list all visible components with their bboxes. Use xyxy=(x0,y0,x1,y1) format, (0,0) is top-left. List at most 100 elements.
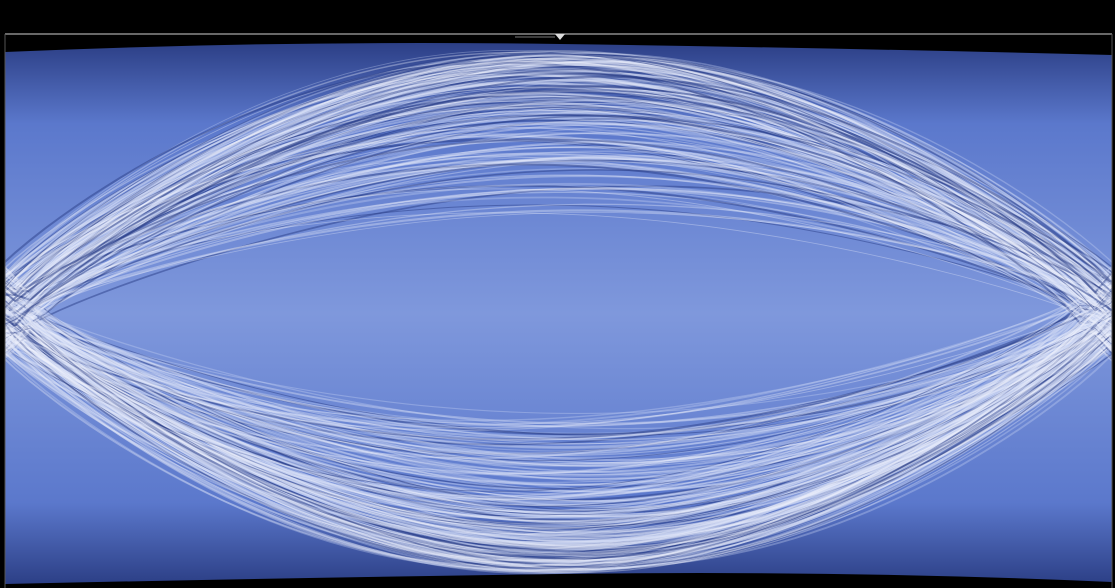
trace xyxy=(5,325,1112,549)
trace-group xyxy=(5,49,1112,575)
trace xyxy=(5,56,1112,311)
trace xyxy=(5,159,1112,319)
trace xyxy=(5,60,1112,325)
trace xyxy=(5,307,1112,445)
trace xyxy=(5,212,1112,315)
trace xyxy=(5,325,1112,567)
trace xyxy=(5,312,1112,517)
trace xyxy=(5,313,1112,452)
trace xyxy=(5,123,1112,325)
trace xyxy=(5,319,1112,502)
trace xyxy=(5,305,1112,535)
trace xyxy=(5,72,1112,309)
trace xyxy=(5,304,1112,467)
trace xyxy=(5,296,1112,422)
trace xyxy=(5,71,1112,302)
trace xyxy=(5,60,1112,313)
trace xyxy=(5,311,1112,571)
trace xyxy=(5,316,1112,523)
trace xyxy=(5,312,1112,535)
trace xyxy=(5,304,1112,475)
trace xyxy=(5,308,1112,538)
trace xyxy=(5,317,1112,448)
trace xyxy=(5,299,1112,502)
trace xyxy=(5,309,1112,571)
trace xyxy=(5,316,1112,562)
trace xyxy=(5,300,1112,462)
trace xyxy=(5,182,1112,313)
trace xyxy=(5,299,1112,516)
trace xyxy=(5,174,1112,311)
trace xyxy=(5,322,1112,530)
trace xyxy=(5,298,1112,497)
trace xyxy=(5,318,1112,511)
trace xyxy=(5,86,1112,320)
trace xyxy=(5,299,1112,519)
trace xyxy=(5,315,1112,514)
trace xyxy=(5,161,1112,313)
trace xyxy=(5,297,1112,459)
trace xyxy=(5,319,1112,574)
trace xyxy=(5,304,1112,557)
trace xyxy=(5,105,1112,308)
trace xyxy=(5,312,1112,414)
trace xyxy=(5,296,1112,498)
trace xyxy=(5,301,1112,548)
trace xyxy=(5,319,1112,555)
trace xyxy=(5,316,1112,445)
trace xyxy=(5,113,1112,302)
trace xyxy=(5,300,1112,474)
trace xyxy=(5,321,1112,546)
trace xyxy=(5,67,1112,316)
trace xyxy=(5,75,1112,327)
trace xyxy=(5,94,1112,317)
trace xyxy=(5,314,1112,461)
trace xyxy=(5,311,1112,537)
trace xyxy=(5,159,1112,317)
trace xyxy=(5,187,1112,317)
trace xyxy=(5,308,1112,543)
trace xyxy=(5,188,1112,313)
trace xyxy=(5,61,1112,325)
trace xyxy=(5,204,1112,314)
trace xyxy=(5,302,1112,568)
trace xyxy=(5,314,1112,555)
trace xyxy=(5,74,1112,309)
trace xyxy=(5,52,1112,312)
trace xyxy=(5,108,1112,324)
trace xyxy=(5,300,1112,573)
trace xyxy=(5,312,1112,506)
trace xyxy=(5,116,1112,321)
trace xyxy=(5,73,1112,322)
trace xyxy=(5,297,1112,500)
trace xyxy=(5,321,1112,572)
trace xyxy=(5,321,1112,513)
trace xyxy=(5,299,1112,568)
trace xyxy=(5,319,1112,497)
trace xyxy=(5,133,1112,323)
trace xyxy=(5,121,1112,303)
trace xyxy=(5,82,1112,303)
trace xyxy=(5,314,1112,427)
trace xyxy=(5,138,1112,312)
trace xyxy=(5,320,1112,547)
trace xyxy=(5,57,1112,299)
trace xyxy=(5,156,1112,306)
trace xyxy=(5,145,1112,314)
trace xyxy=(5,302,1112,498)
trace xyxy=(5,313,1112,441)
trace xyxy=(5,126,1112,321)
trace xyxy=(5,309,1112,519)
trace xyxy=(5,312,1112,492)
trace xyxy=(5,321,1112,484)
trace xyxy=(5,187,1112,321)
trace xyxy=(5,68,1112,308)
trace xyxy=(5,69,1112,308)
trace xyxy=(5,316,1112,507)
trace xyxy=(5,184,1112,309)
trace xyxy=(5,316,1112,552)
trace xyxy=(5,306,1112,477)
trace xyxy=(5,308,1112,531)
trace xyxy=(5,58,1112,325)
